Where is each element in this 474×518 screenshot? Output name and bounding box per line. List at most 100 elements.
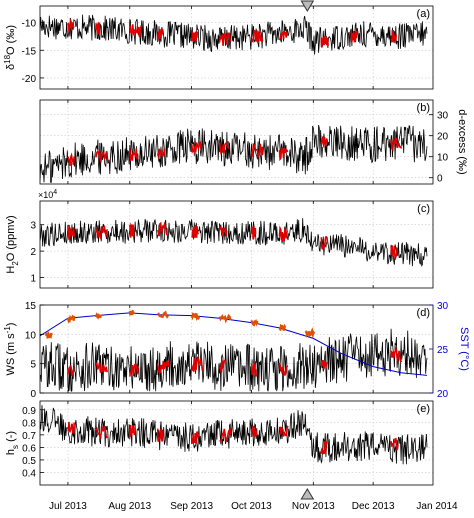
series-line-black: [40, 405, 428, 465]
series-line-red: [320, 359, 329, 370]
series-line-red: [94, 312, 103, 321]
x-tick-label: Jul 2013: [49, 501, 87, 512]
series-line-red: [156, 428, 164, 443]
series-line-red: [157, 310, 169, 319]
series-line-red: [95, 149, 109, 163]
series-line-red: [190, 312, 201, 321]
y-axis-label-super: 18: [3, 54, 12, 63]
series-line-red: [67, 421, 75, 435]
series-line-red: [129, 363, 139, 377]
series-line-red: [190, 356, 204, 373]
series-line-red: [156, 148, 166, 159]
series-line-red: [390, 437, 399, 451]
series-line-red: [320, 36, 329, 48]
y-tick-label: -20: [22, 74, 37, 85]
x-tick-label: Nov 2013: [292, 501, 335, 512]
y2-tick-label: 20: [437, 389, 449, 400]
series-line-red: [129, 24, 143, 38]
series-line-red: [390, 245, 399, 261]
y-tick-label: -10: [22, 19, 37, 30]
y-axis-label-rest: O (ppmv): [5, 215, 17, 261]
series-line-red: [156, 27, 164, 41]
series-line-red: [278, 323, 287, 332]
series-group: [40, 218, 428, 267]
series-line-red: [156, 359, 170, 375]
shared-x-axis: Jul 2013 Aug 2013 Sep 2013 Oct 2013 Nov 2013…: [49, 501, 458, 512]
series-line-red: [67, 364, 75, 377]
panel-label: (a): [417, 8, 430, 20]
y-tick-label: 2: [30, 247, 36, 258]
series-line-red: [67, 17, 75, 33]
series-line-red: [250, 363, 257, 377]
series-line-red: [190, 140, 203, 155]
series-line-red: [250, 225, 257, 240]
y-tick-label: 15: [25, 301, 37, 312]
plot-frame: [39, 99, 434, 185]
y-axis-label: δ18O (‰): [3, 25, 17, 70]
series-line-red: [129, 148, 139, 161]
event-markers: [300, 0, 315, 500]
series-line-red: [190, 31, 199, 42]
y-tick-label: 0.6: [22, 443, 36, 454]
y-tick-label: -15: [22, 46, 37, 57]
y-axis-label: WS (m s-1): [3, 323, 17, 376]
y-tick-label: 30: [437, 111, 449, 122]
y-axis-label-main: WS (m s: [5, 333, 17, 376]
series-line-red: [250, 29, 264, 43]
x-tick-label: Dec 2013: [352, 501, 395, 512]
y-tick-label: 1: [30, 273, 36, 284]
series-line-red: [250, 318, 259, 327]
y-axis: -20 -15 -10 δ18O (‰): [3, 6, 374, 89]
panel-b: 0 10 20 30 d-excess (‰) (b): [39, 99, 468, 185]
plot-frame: [39, 400, 434, 486]
y2-tick-label: 30: [437, 301, 449, 312]
series-line-red: [95, 21, 101, 35]
y-tick-label: 3: [30, 221, 36, 232]
series-line-red: [67, 152, 75, 167]
y-axis: 0 10 20 30 d-excess (‰): [67, 100, 468, 185]
series-line-red: [129, 222, 135, 238]
y-axis-label: d-excess (‰): [456, 109, 468, 174]
series-line-red: [128, 309, 135, 316]
series-line-red: [390, 137, 403, 152]
series-line-red: [218, 32, 232, 46]
series-line-red: [190, 431, 200, 444]
y2-tick-label: 25: [437, 345, 449, 356]
series-group: [40, 309, 428, 392]
y-axis-label-main: δ: [5, 64, 17, 70]
x-tick-label: Sep 2013: [170, 501, 213, 512]
series-line-red: [390, 345, 403, 363]
series-group: [40, 14, 428, 55]
y-axis-label-rest: (-): [5, 431, 17, 445]
series-line-red: [278, 146, 289, 162]
y-exponent-label: ×104: [38, 189, 57, 200]
exponent-base: ×10: [38, 190, 53, 200]
series-line-red: [320, 235, 329, 251]
series-line-red: [350, 30, 359, 43]
series-line-red: [156, 221, 168, 237]
series-line-red: [250, 142, 264, 159]
series-line-red: [390, 29, 397, 43]
bottom-event-marker: [300, 488, 315, 500]
series-line-red: [218, 224, 228, 237]
y-tick-label: 20: [437, 132, 449, 143]
panel-d: 0 5 10 15 WS (m s-1) 20 25 30 SST (°C) (d): [3, 301, 470, 400]
series-group: [40, 405, 428, 465]
y-tick-label: 5: [30, 360, 36, 371]
series-line-red: [250, 425, 258, 438]
series-line-red: [218, 359, 226, 373]
y-axis-label-rest: ): [5, 323, 17, 327]
series-line-red: [191, 224, 199, 238]
series-line-red: [129, 424, 136, 438]
grid: [40, 6, 433, 89]
series-line-red: [219, 428, 232, 444]
y-axis: 0 5 10 15 WS (m s-1) 20 25 30 SST (°C): [3, 301, 470, 400]
y-tick-label: 10: [437, 153, 449, 164]
exponent-power: 4: [53, 189, 57, 196]
panel-label: (d): [417, 307, 430, 319]
x-tick-label: Oct 2013: [231, 501, 272, 512]
